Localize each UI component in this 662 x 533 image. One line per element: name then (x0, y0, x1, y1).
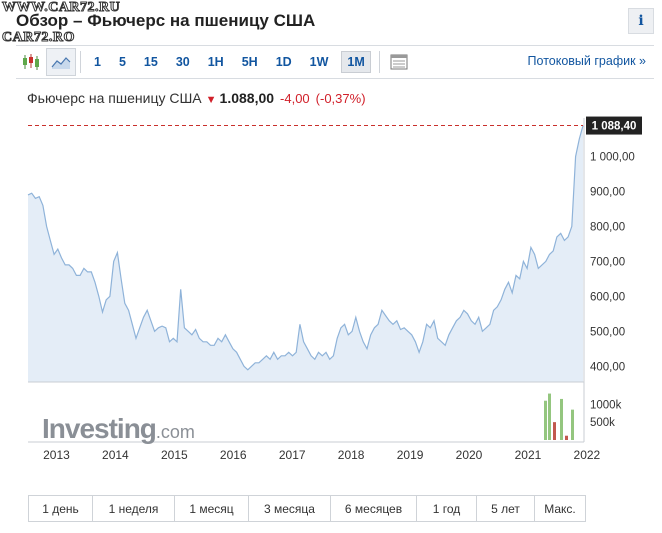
y-tick-label: 1 000,00 (590, 151, 635, 163)
timeframe-button-1m[interactable]: 1M (341, 51, 371, 73)
streaming-chart-link[interactable]: Потоковый график » (527, 54, 646, 68)
x-tick-label: 2014 (102, 448, 129, 462)
watermark-top: WWW.CAR72.RU (1, 0, 121, 16)
instrument-name: Фьючерс на пшеницу США (27, 90, 202, 106)
volume-tick-label: 500k (590, 417, 615, 429)
range-button-7[interactable]: Макс. (535, 496, 585, 521)
range-button-6[interactable]: 5 лет (477, 496, 535, 521)
price-line (27, 125, 584, 371)
range-button-2[interactable]: 1 месяц (175, 496, 249, 521)
toolbar-separator (80, 51, 81, 73)
last-price-label: 1 088,40 (592, 121, 637, 133)
timeframe-button-1w[interactable]: 1W (309, 55, 329, 69)
range-button-1[interactable]: 1 неделя (93, 496, 175, 521)
logo-main-text: Investing (42, 413, 156, 444)
watermark-bottom: CAR72.RO (2, 30, 75, 46)
info-button[interactable]: i (628, 8, 654, 34)
timeframe-button-1h[interactable]: 1H (207, 55, 224, 69)
y-tick-label: 700,00 (590, 256, 625, 268)
x-tick-label: 2019 (397, 448, 424, 462)
time-range-selector: 1 день 1 неделя 1 месяц 3 месяца 6 месяцев 1 … (28, 495, 586, 522)
last-price-label-bg (586, 116, 642, 135)
volume-bar (544, 400, 547, 440)
x-tick-label: 2021 (515, 448, 542, 462)
timeframe-button-15[interactable]: 15 (143, 55, 158, 69)
investing-logo: Investing.com (42, 413, 195, 444)
page-title: Обзор – Фьючерс на пшеницу США (16, 11, 316, 30)
range-button-5[interactable]: 1 год (417, 496, 477, 521)
logo-suffix-text: .com (156, 422, 195, 442)
x-tick-label: 2017 (279, 448, 306, 462)
price-change: -4,00 (280, 91, 310, 106)
timeframe-button-1d[interactable]: 1D (275, 55, 292, 69)
volume-bar (548, 393, 551, 440)
timeframe-button-1[interactable]: 1 (94, 55, 101, 69)
x-tick-label: 2016 (220, 448, 247, 462)
y-tick-label: 500,00 (590, 326, 625, 338)
y-tick-label: 900,00 (590, 186, 625, 198)
volume-bar (553, 422, 556, 440)
price-area-fill (28, 125, 583, 382)
range-button-4[interactable]: 6 месяцев (331, 496, 417, 521)
price-change-percent: (-0,37%) (315, 91, 366, 106)
timeframe-group: 1 5 15 30 1H 5H 1D 1W 1M (85, 51, 375, 73)
volume-bar (565, 435, 568, 440)
volume-tick-label: 1000k (590, 399, 622, 411)
last-price: 1.088,00 (219, 90, 275, 106)
x-tick-label: 2015 (161, 448, 188, 462)
range-button-0[interactable]: 1 день (29, 496, 93, 521)
table-view-icon[interactable] (384, 48, 414, 76)
y-tick-label: 600,00 (590, 291, 625, 303)
range-button-3[interactable]: 3 месяца (249, 496, 331, 521)
timeframe-button-30[interactable]: 30 (175, 55, 190, 69)
volume-bar (571, 409, 574, 440)
volume-bar (560, 398, 563, 440)
x-tick-label: 2020 (456, 448, 483, 462)
toolbar-separator (378, 51, 380, 73)
price-chart[interactable]: 1 088,40 400,00 500,00 600,00 700,00 800,00 90… (0, 0, 662, 490)
candlestick-chart-icon[interactable] (16, 48, 46, 76)
chart-toolbar: 1 5 15 30 1H 5H 1D 1W 1M Потоковый график » (16, 45, 654, 79)
timeframe-button-5h[interactable]: 5H (241, 55, 258, 69)
timeframe-button-5[interactable]: 5 (118, 55, 126, 69)
quote-row: Фьючерс на пшеницу США ▼ 1.088,00 -4,00 … (27, 90, 366, 106)
area-chart-icon[interactable] (46, 48, 76, 76)
y-tick-label: 400,00 (590, 361, 625, 373)
x-tick-label: 2022 (574, 448, 601, 462)
x-tick-label: 2018 (338, 448, 365, 462)
y-tick-label: 800,00 (590, 221, 625, 233)
x-tick-label: 2013 (43, 448, 70, 462)
down-arrow-icon: ▼ (205, 94, 217, 106)
